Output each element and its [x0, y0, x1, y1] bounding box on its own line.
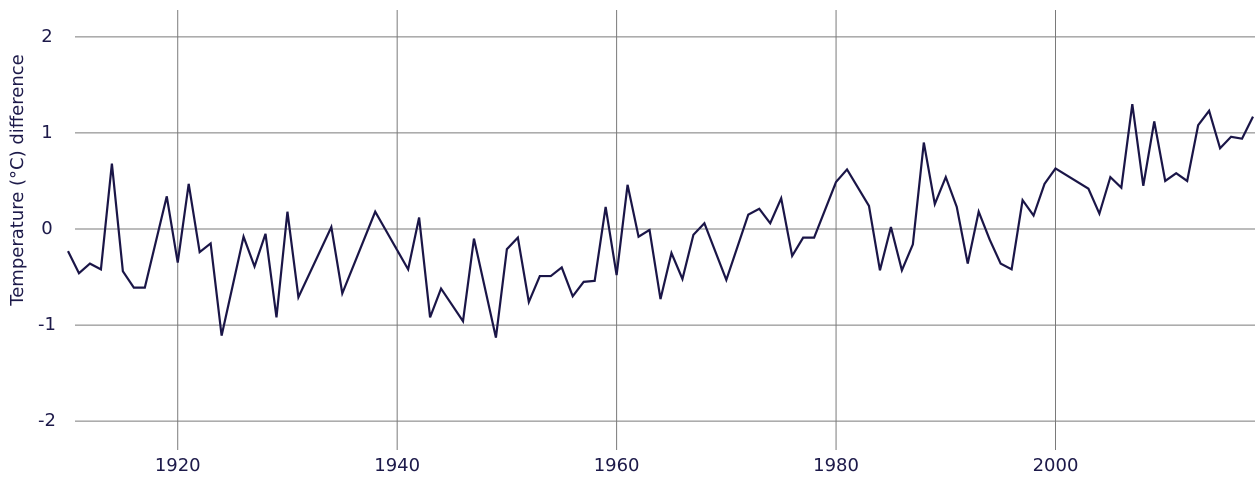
x-tick-label: 1940 — [374, 455, 420, 476]
x-tick-label: 1920 — [155, 455, 201, 476]
y-tick-label: 0 — [41, 218, 52, 239]
x-tick-label: 1980 — [813, 455, 859, 476]
x-tick-label: 2000 — [1033, 455, 1079, 476]
x-tick-label: 1960 — [594, 455, 640, 476]
data-line — [67, 103, 1254, 338]
y-tick-label: 1 — [41, 122, 52, 143]
y-axis-label: Temperature (°C) difference — [7, 54, 28, 306]
y-tick-label: -2 — [38, 410, 56, 431]
y-tick-label: 2 — [41, 26, 52, 47]
y-tick-label: -1 — [38, 314, 56, 335]
